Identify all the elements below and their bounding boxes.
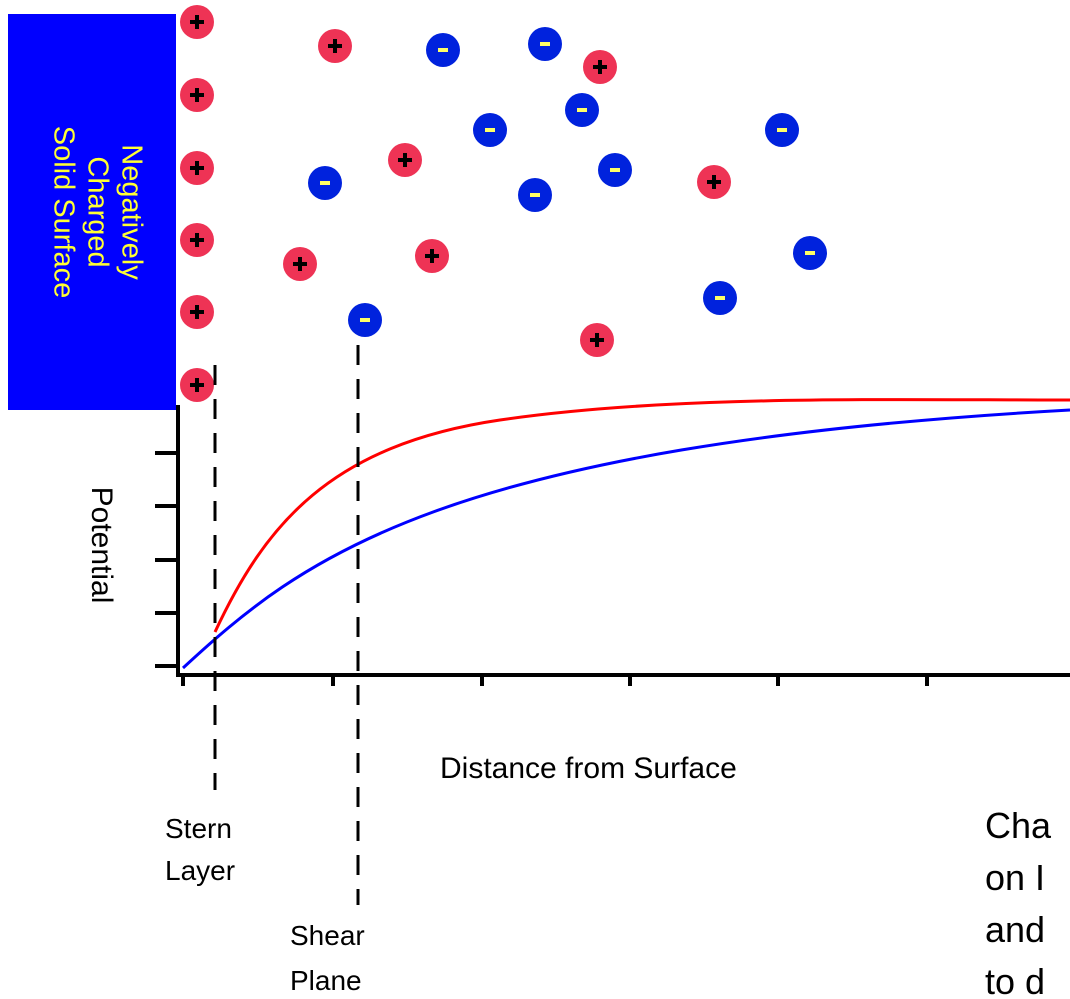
cation: [318, 29, 352, 63]
caption-line: Cha: [985, 805, 1052, 846]
caption-line: and: [985, 909, 1045, 950]
ions: [180, 5, 827, 402]
surface-box: [8, 14, 176, 410]
shear-label: Shear: [290, 920, 365, 951]
axes: [155, 405, 1070, 686]
plus-sign: [707, 175, 721, 189]
plus-sign: [398, 153, 412, 167]
anion: [765, 113, 799, 147]
plus-sign: [590, 333, 604, 347]
x-axis-label: Distance from Surface: [440, 752, 737, 785]
cation: [180, 223, 214, 257]
anion: [308, 166, 342, 200]
plus-sign: [190, 305, 204, 319]
anion: [348, 303, 382, 337]
cation: [180, 5, 214, 39]
anion: [703, 281, 737, 315]
cation: [283, 247, 317, 281]
anion: [473, 113, 507, 147]
surface-label: Negatively Charged Solid Surface: [47, 126, 147, 299]
anion: [518, 178, 552, 212]
plus-sign: [190, 378, 204, 392]
surface-line: Negatively: [115, 144, 147, 280]
plus-sign: [293, 257, 307, 271]
surface-line: Charged: [81, 156, 113, 267]
plus-sign: [190, 233, 204, 247]
stern-label: Stern: [165, 813, 232, 844]
blue-curve: [181, 408, 1070, 670]
anion: [598, 153, 632, 187]
cation: [180, 151, 214, 185]
plus-sign: [593, 60, 607, 74]
stern-label: Layer: [165, 855, 235, 886]
ticks: [155, 451, 929, 686]
cation: [580, 323, 614, 357]
shear-label: Plane: [290, 965, 362, 996]
caption-line: to d: [985, 961, 1045, 999]
cation: [388, 143, 422, 177]
anion: [426, 33, 460, 67]
plus-sign: [190, 161, 204, 175]
plus-sign: [190, 15, 204, 29]
red-curve: [213, 398, 1070, 633]
anion: [793, 236, 827, 270]
anion: [528, 27, 562, 61]
cation: [180, 295, 214, 329]
plus-sign: [328, 39, 342, 53]
anion: [565, 93, 599, 127]
y-axis-label: Potential: [85, 487, 118, 604]
cation: [697, 165, 731, 199]
surface-line: Solid Surface: [47, 126, 79, 299]
plus-sign: [425, 249, 439, 263]
cation: [583, 50, 617, 84]
cation: [180, 78, 214, 112]
caption-line: on I: [985, 857, 1045, 898]
cation: [180, 368, 214, 402]
cation: [415, 239, 449, 273]
plus-sign: [190, 88, 204, 102]
